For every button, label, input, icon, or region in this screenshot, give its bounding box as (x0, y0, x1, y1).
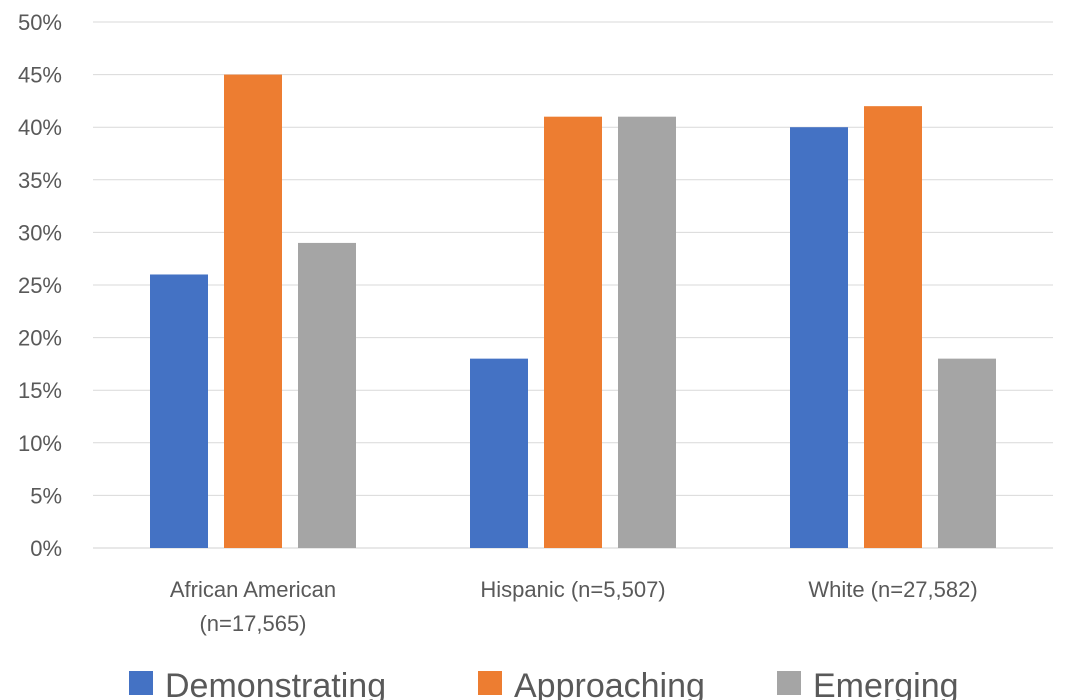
y-axis: 0% 5% 10% 15% 20% 25% 30% 35% 40% 45% 50% (18, 10, 62, 561)
x-category-label: African American (170, 577, 336, 602)
y-tick-label: 15% (18, 378, 62, 403)
y-tick-label: 20% (18, 326, 62, 351)
legend-item-emerging: Emerging (777, 667, 959, 700)
y-tick-label: 45% (18, 63, 62, 88)
legend-item-demonstrating: Demonstrating (129, 667, 386, 700)
y-tick-label: 30% (18, 220, 62, 245)
bar-emerging-3 (938, 358, 996, 548)
bars (150, 74, 996, 549)
bar-demonstrating-3 (790, 127, 848, 548)
legend-item-approaching: Approaching (478, 667, 705, 700)
y-tick-label: 25% (18, 273, 62, 298)
x-category-label: Hispanic (n=5,507) (480, 577, 665, 602)
legend: Demonstrating Approaching Emerging (129, 667, 959, 700)
x-axis: African American (n=17,565) Hispanic (n=5,… (170, 577, 978, 636)
bar-emerging-2 (618, 116, 676, 549)
bar-approaching-1 (224, 74, 282, 548)
legend-label: Demonstrating (165, 667, 386, 700)
x-category-label: (n=17,565) (199, 611, 306, 636)
legend-label: Emerging (813, 667, 959, 700)
y-tick-label: 50% (18, 10, 62, 35)
y-tick-label: 0% (30, 536, 62, 561)
legend-label: Approaching (514, 667, 705, 700)
y-tick-label: 35% (18, 168, 62, 193)
legend-swatch (129, 671, 153, 695)
bar-approaching-2 (544, 116, 602, 549)
bar-approaching-3 (864, 106, 922, 548)
bar-demonstrating-2 (470, 358, 528, 548)
bar-emerging-1 (298, 242, 356, 549)
legend-swatch (478, 671, 502, 695)
y-tick-label: 5% (30, 483, 62, 508)
y-tick-label: 40% (18, 115, 62, 140)
x-category-label: White (n=27,582) (808, 577, 977, 602)
bar-demonstrating-1 (150, 274, 208, 548)
legend-swatch (777, 671, 801, 695)
y-tick-label: 10% (18, 431, 62, 456)
